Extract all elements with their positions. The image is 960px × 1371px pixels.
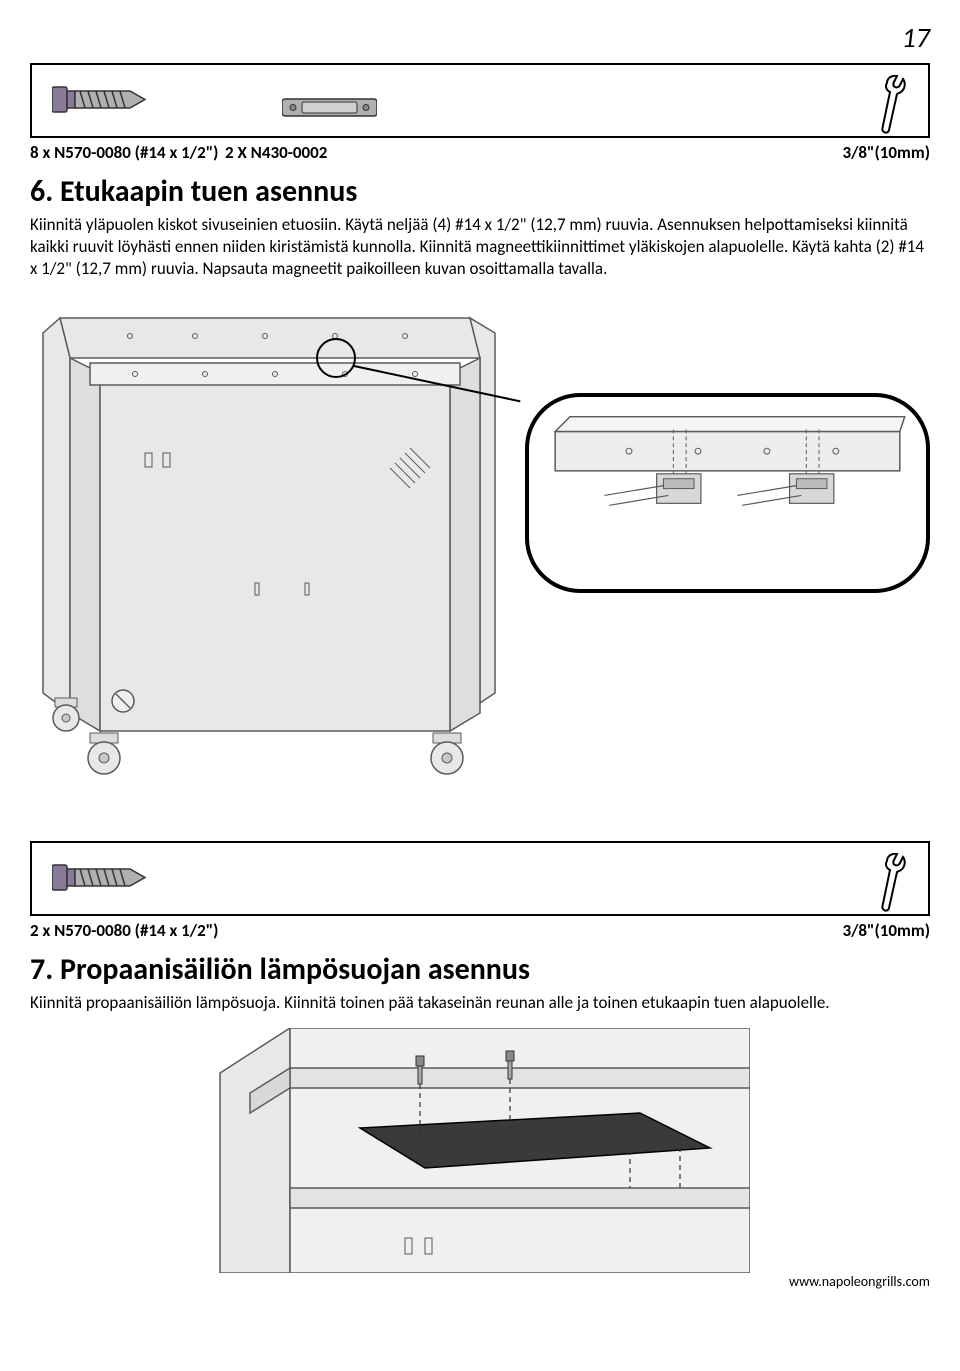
screw-icon [52, 855, 147, 905]
latch-icon [282, 95, 377, 125]
step6-diagram [30, 293, 930, 823]
step7-part1-label: 2 x N570-0080 (#14 x 1/2") [30, 920, 843, 941]
callout-circle [316, 338, 356, 378]
step7-parts-box [30, 841, 930, 916]
cabinet-illustration [35, 303, 505, 783]
step6-body: Kiinnitä yläpuolen kiskot sivuseinien et… [30, 214, 930, 279]
screw-icon [52, 77, 147, 127]
step7-tool-label: 3/8"(10mm) [843, 920, 930, 941]
step6-parts-labels: 8 x N570-0080 (#14 x 1/2") 2 X N430-0002… [30, 142, 930, 163]
step7-diagram [30, 1028, 930, 1273]
step7-parts-labels: 2 x N570-0080 (#14 x 1/2") 3/8"(10mm) [30, 920, 930, 941]
step6-tool-label: 3/8"(10mm) [843, 142, 930, 163]
step6-parts-box [30, 63, 930, 138]
detail-bubble [525, 393, 930, 593]
footer-url: www.napoleongrills.com [30, 1273, 930, 1290]
step7-title: 7. Propaanisäiliön lämpösuojan asennus [30, 951, 930, 988]
page-number: 17 [30, 20, 930, 55]
wrench-icon [872, 853, 910, 918]
step6-part2-label: 2 X N430-0002 [225, 142, 843, 163]
step6-part1-label: 8 x N570-0080 (#14 x 1/2") [30, 142, 225, 163]
step6-title: 6. Etukaapin tuen asennus [30, 173, 930, 210]
step7-body: Kiinnitä propaanisäiliön lämpösuoja. Kii… [30, 992, 930, 1014]
wrench-icon [872, 75, 910, 140]
